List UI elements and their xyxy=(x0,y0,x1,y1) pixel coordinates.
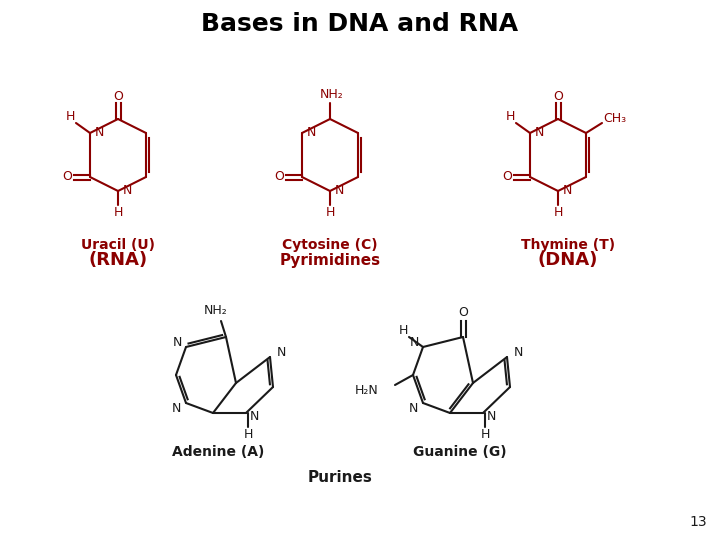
Text: N: N xyxy=(535,125,544,138)
Text: N: N xyxy=(307,125,316,138)
Text: Cytosine (C): Cytosine (C) xyxy=(282,238,378,252)
Text: N: N xyxy=(563,185,572,198)
Text: H: H xyxy=(66,111,75,124)
Text: Guanine (G): Guanine (G) xyxy=(413,445,507,459)
Text: Purines: Purines xyxy=(307,470,372,485)
Text: NH₂: NH₂ xyxy=(204,305,228,318)
Text: H: H xyxy=(398,325,408,338)
Text: N: N xyxy=(123,185,132,198)
Text: N: N xyxy=(487,409,496,422)
Text: N: N xyxy=(410,335,419,348)
Text: N: N xyxy=(409,402,418,415)
Text: H: H xyxy=(553,206,563,219)
Text: N: N xyxy=(171,402,181,415)
Text: Adenine (A): Adenine (A) xyxy=(172,445,264,459)
Text: H: H xyxy=(480,429,490,442)
Text: N: N xyxy=(95,125,104,138)
Text: H: H xyxy=(243,429,253,442)
Text: 13: 13 xyxy=(689,515,707,529)
Text: (RNA): (RNA) xyxy=(89,251,148,269)
Text: Uracil (U): Uracil (U) xyxy=(81,238,155,252)
Text: H₂N: H₂N xyxy=(355,384,379,397)
Text: N: N xyxy=(277,346,287,359)
Text: (DNA): (DNA) xyxy=(538,251,598,269)
Text: N: N xyxy=(335,185,344,198)
Text: O: O xyxy=(274,171,284,184)
Text: H: H xyxy=(325,206,335,219)
Text: O: O xyxy=(62,171,72,184)
Text: Thymine (T): Thymine (T) xyxy=(521,238,615,252)
Text: O: O xyxy=(553,90,563,103)
Text: CH₃: CH₃ xyxy=(603,112,626,125)
Text: O: O xyxy=(458,307,468,320)
Text: H: H xyxy=(505,111,515,124)
Text: Bases in DNA and RNA: Bases in DNA and RNA xyxy=(202,12,518,36)
Text: NH₂: NH₂ xyxy=(320,89,344,102)
Text: N: N xyxy=(250,409,259,422)
Text: H: H xyxy=(113,206,122,219)
Text: Pyrimidines: Pyrimidines xyxy=(279,253,381,267)
Text: O: O xyxy=(502,171,512,184)
Text: N: N xyxy=(173,335,182,348)
Text: O: O xyxy=(113,90,123,103)
Text: N: N xyxy=(514,346,523,359)
